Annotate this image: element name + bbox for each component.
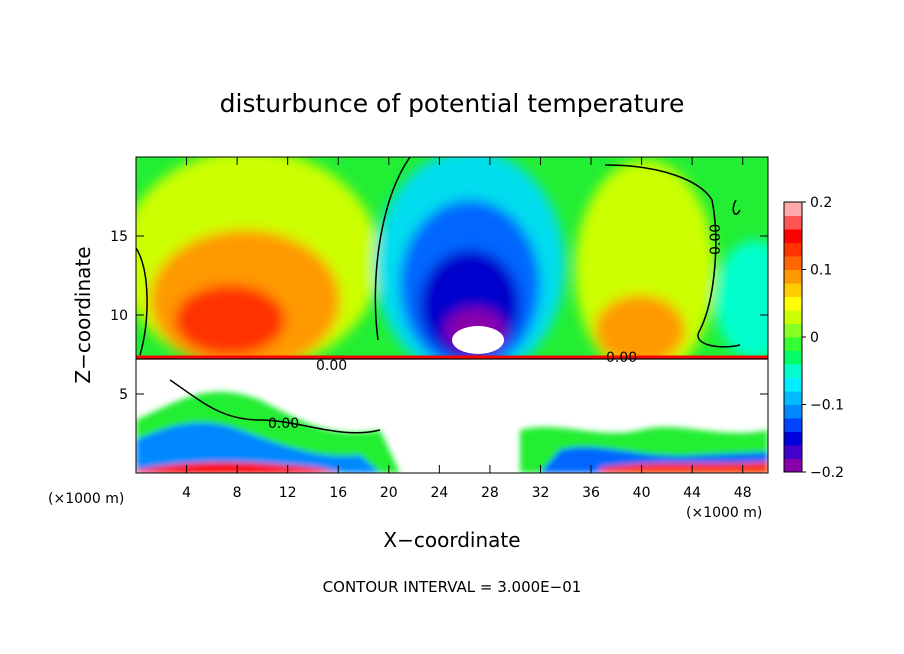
colorbar-swatch <box>784 323 802 338</box>
colorbar-swatch <box>784 296 802 311</box>
contour-label: 0.00 <box>316 358 347 374</box>
x-tick-label: 36 <box>582 485 600 501</box>
contour-label: 0.00 <box>708 224 724 255</box>
y-tick-label: 15 <box>110 229 128 245</box>
colorbar-ticks: 0.2 0.1 0 −0.1 −0.2 <box>802 195 844 481</box>
colorbar-swatch <box>784 431 802 446</box>
contour-label: 0.00 <box>606 350 637 366</box>
white-patch <box>452 326 504 354</box>
colorbar-swatch <box>784 283 802 297</box>
contour-interval-footer: CONTOUR INTERVAL = 3.000E−01 <box>323 578 582 596</box>
colorbar-swatch <box>784 256 802 270</box>
x-tick-label: 4 <box>182 485 191 501</box>
colorbar-swatch <box>784 377 802 392</box>
colorbar-tick-label: 0.2 <box>810 195 832 211</box>
colorbar-swatch <box>784 310 802 324</box>
colorbar-swatch <box>784 364 802 378</box>
zero-contours <box>136 157 741 434</box>
colorbar-swatch <box>784 215 802 230</box>
contour-label: 0.00 <box>268 416 299 432</box>
x-tick-label: 32 <box>532 485 550 501</box>
colorbar-swatch <box>784 202 802 216</box>
colorbar-swatch <box>784 445 802 459</box>
colorbar-swatch <box>784 269 802 284</box>
x-tick-label: 44 <box>683 485 701 501</box>
colorbar-swatch <box>784 337 802 351</box>
plot-area <box>136 157 768 473</box>
x-tick-label: 8 <box>233 485 242 501</box>
upper-field <box>136 157 768 380</box>
colorbar-swatch <box>784 242 802 257</box>
x-axis-title: X−coordinate <box>383 528 520 552</box>
lower-bands <box>136 391 768 473</box>
y-axis: 5 10 15 <box>110 229 768 403</box>
chart-title: disturbunce of potential temperature <box>220 89 685 118</box>
colorbar <box>783 201 803 473</box>
x-unit-label-left: (×1000 m) <box>48 491 124 507</box>
x-tick-label: 16 <box>329 485 347 501</box>
x-tick-label: 12 <box>279 485 297 501</box>
colorbar-tick-label: −0.1 <box>810 398 844 414</box>
x-tick-label: 48 <box>734 485 752 501</box>
colorbar-swatch <box>784 418 802 432</box>
colorbar-tick-label: −0.2 <box>810 465 844 481</box>
colorbar-tick-label: 0.1 <box>810 263 832 279</box>
colorbar-swatch <box>784 350 802 365</box>
x-tick-label: 24 <box>430 485 448 501</box>
x-axis: 4 8 12 16 20 24 28 32 36 40 44 48 <box>182 157 752 501</box>
colorbar-swatch <box>784 229 802 243</box>
y-tick-label: 10 <box>110 308 128 324</box>
colorbar-tick-label: 0 <box>810 330 819 346</box>
x-tick-label: 28 <box>481 485 499 501</box>
x-unit-label-right: (×1000 m) <box>686 505 762 521</box>
colorbar-swatch <box>784 404 802 419</box>
colorbar-swatch <box>784 458 802 473</box>
colorbar-swatch <box>784 391 802 405</box>
y-tick-label: 5 <box>119 387 128 403</box>
contour-label-group: 0.00 0.00 0.00 0.00 <box>268 224 724 432</box>
x-tick-label: 40 <box>633 485 651 501</box>
x-tick-label: 20 <box>380 485 398 501</box>
y-axis-title: Z−coordinate <box>71 246 95 383</box>
